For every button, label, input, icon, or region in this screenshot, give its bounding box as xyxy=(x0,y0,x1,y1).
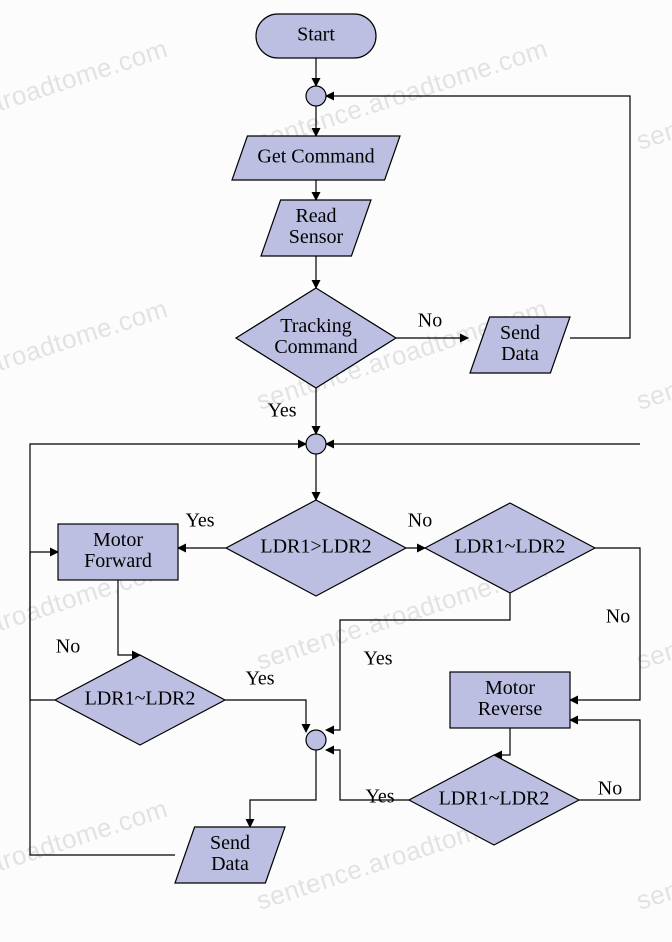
edge xyxy=(494,728,510,755)
svg-text:sentence.aroadtome.com: sentence.aroadtome.com xyxy=(633,793,672,916)
node-label: Data xyxy=(501,343,539,365)
node-getcmd: Get Command xyxy=(232,136,400,180)
edge: Yes xyxy=(225,668,306,732)
node-conn3 xyxy=(306,730,326,750)
edge-label: Yes xyxy=(245,668,274,690)
edge: Yes xyxy=(326,750,409,808)
node-conn1 xyxy=(306,86,326,106)
node-label: Get Command xyxy=(257,146,374,168)
svg-text:sentence.aroadtome.com: sentence.aroadtome.com xyxy=(633,293,672,416)
node-label: LDR1~LDR2 xyxy=(85,688,196,710)
node-ldrdiff1: LDR1~LDR2 xyxy=(425,503,595,593)
nodes-layer: Start Get Command ReadSensor TrackingComman… xyxy=(55,14,595,883)
edge-label: No xyxy=(408,510,432,532)
node-motorrev: MotorReverse xyxy=(450,672,570,728)
node-label: Send xyxy=(500,322,540,344)
node-start: Start xyxy=(256,14,376,58)
node-label: Tracking xyxy=(280,315,351,337)
node-label: Forward xyxy=(84,550,152,572)
node-motorfwd: MotorForward xyxy=(58,524,178,580)
node-label: Read xyxy=(295,205,336,227)
node-label: Data xyxy=(211,853,249,875)
edge-label: Yes xyxy=(363,648,392,670)
node-conn2 xyxy=(306,434,326,454)
node-label: Start xyxy=(297,24,335,46)
node-label: Motor xyxy=(485,677,535,699)
svg-text:sentence.aroadtome.com: sentence.aroadtome.com xyxy=(0,33,171,156)
edge-label: No xyxy=(56,636,80,658)
node-label: Motor xyxy=(93,529,143,551)
edge-label: Yes xyxy=(365,786,394,808)
edge-label: Yes xyxy=(267,400,296,422)
svg-text:sentence.aroadtome.com: sentence.aroadtome.com xyxy=(633,553,672,676)
edge xyxy=(326,96,630,338)
svg-text:sentence.aroadtome.com: sentence.aroadtome.com xyxy=(0,293,171,416)
node-label: Send xyxy=(210,832,250,854)
node-label: Sensor xyxy=(289,226,344,248)
node-ldrcmp: LDR1>LDR2 xyxy=(226,500,406,596)
node-label: LDR1~LDR2 xyxy=(455,536,566,558)
edge-label: No xyxy=(606,606,630,628)
flowchart-canvas: sentence.aroadtome.com sentence.aroadtome… xyxy=(0,0,672,942)
edge-label: No xyxy=(598,778,622,800)
edge: Yes xyxy=(178,510,226,548)
node-senddata2: SendData xyxy=(175,827,285,883)
edge-label: No xyxy=(418,310,442,332)
node-readsens: ReadSensor xyxy=(261,200,371,256)
node-label: LDR1>LDR2 xyxy=(260,536,371,558)
edge: No xyxy=(570,548,640,700)
edge-label: Yes xyxy=(185,510,214,532)
edge xyxy=(250,750,316,827)
edge: No xyxy=(406,510,432,548)
edge: No xyxy=(570,720,640,800)
svg-text:sentence.aroadtome.com: sentence.aroadtome.com xyxy=(633,33,672,156)
node-ldrdiff2: LDR1~LDR2 xyxy=(55,655,225,745)
node-label: Reverse xyxy=(478,698,543,720)
node-label: LDR1~LDR2 xyxy=(439,788,550,810)
node-label: Command xyxy=(274,336,357,358)
